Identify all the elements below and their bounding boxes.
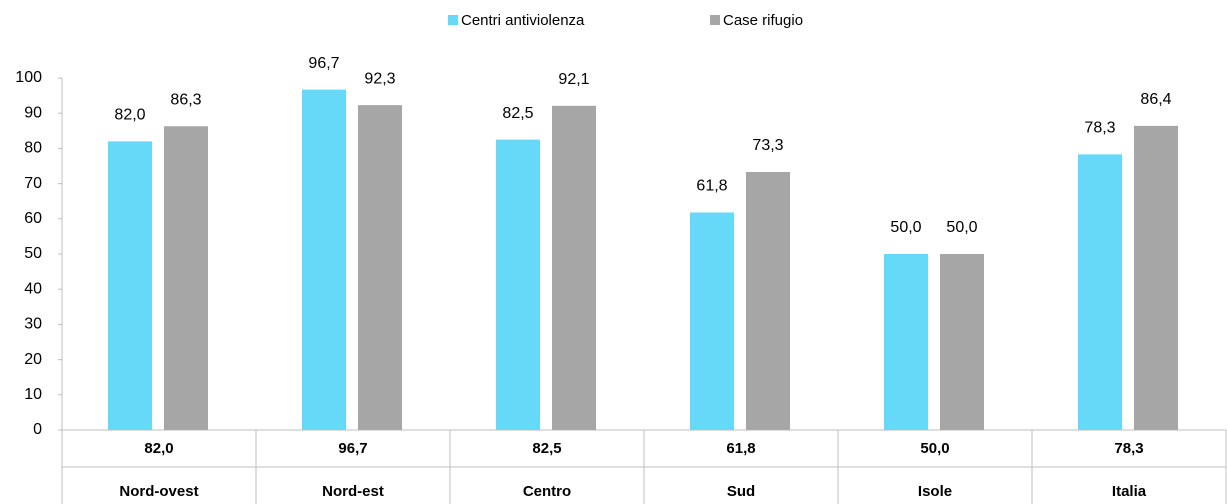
legend-label: Case rifugio	[723, 12, 803, 29]
value-label: 50,0	[946, 219, 977, 236]
table-value: 96,7	[338, 440, 367, 457]
x-tick-label: Italia	[1112, 483, 1147, 500]
y-tick-label: 20	[24, 351, 42, 368]
bar	[302, 89, 346, 430]
value-label: 92,3	[364, 70, 395, 87]
table-value: 61,8	[726, 440, 755, 457]
bar	[690, 212, 734, 430]
x-tick-label: Sud	[727, 483, 755, 500]
y-tick-label: 30	[24, 316, 42, 333]
y-tick-label: 60	[24, 210, 42, 227]
bar	[164, 126, 208, 430]
value-label: 86,4	[1140, 91, 1171, 108]
value-label: 82,0	[114, 107, 145, 124]
value-label: 96,7	[308, 55, 339, 72]
y-tick-label: 100	[15, 69, 42, 86]
bar	[884, 254, 928, 430]
y-tick-label: 80	[24, 140, 42, 157]
table-value: 82,0	[144, 440, 173, 457]
x-tick-label: Isole	[918, 483, 952, 500]
table-value: 78,3	[1114, 440, 1143, 457]
bar	[358, 105, 402, 430]
table-value: 82,5	[532, 440, 561, 457]
legend-swatch	[448, 15, 458, 25]
bar	[1078, 154, 1122, 430]
value-label: 92,1	[558, 71, 589, 88]
bar	[940, 254, 984, 430]
y-tick-label: 10	[24, 386, 42, 403]
value-label: 78,3	[1084, 120, 1115, 137]
bar	[552, 105, 596, 431]
legend-swatch	[710, 15, 720, 25]
value-label: 86,3	[170, 91, 201, 108]
x-tick-label: Nord-ovest	[119, 483, 198, 500]
value-label: 61,8	[696, 178, 727, 195]
x-tick-label: Nord-est	[322, 483, 384, 500]
y-tick-label: 40	[24, 280, 42, 297]
bar	[496, 139, 540, 430]
value-label: 50,0	[890, 219, 921, 236]
y-tick-label: 0	[33, 421, 42, 438]
bar	[1134, 125, 1178, 430]
bar	[108, 141, 152, 431]
y-tick-label: 70	[24, 175, 42, 192]
table-value: 50,0	[920, 440, 949, 457]
legend-label: Centri antiviolenza	[461, 12, 585, 29]
y-tick-label: 50	[24, 245, 42, 262]
y-tick-label: 90	[24, 104, 42, 121]
x-tick-label: Centro	[523, 483, 571, 500]
bar	[746, 171, 790, 430]
value-label: 73,3	[752, 137, 783, 154]
value-label: 82,5	[502, 105, 533, 122]
